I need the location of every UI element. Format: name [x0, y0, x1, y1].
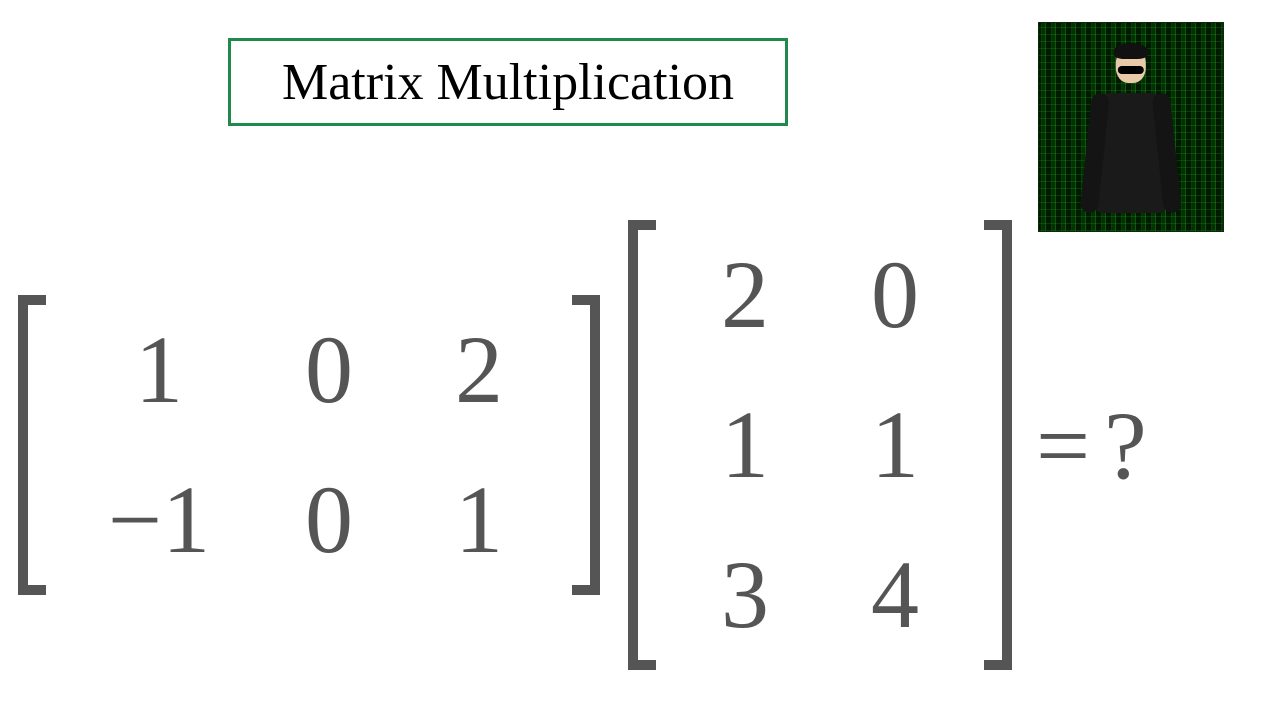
question-mark: ? [1104, 390, 1147, 501]
matrix-b-grid: 2 0 1 1 3 4 [628, 220, 1012, 670]
matrix-equation: 1 0 2 −1 0 1 2 0 1 1 3 4 = ? [18, 220, 1147, 670]
matrix-a-cell-1-2: 1 [455, 472, 503, 568]
matrix-b-right-bracket [984, 220, 1012, 670]
matrix-a-right-bracket [572, 295, 600, 595]
neo-sunglasses [1118, 66, 1144, 74]
neo-coat [1096, 93, 1166, 213]
matrix-a-left-bracket [18, 295, 46, 595]
matrix-a: 1 0 2 −1 0 1 [18, 295, 600, 595]
matrix-a-grid: 1 0 2 −1 0 1 [18, 295, 600, 595]
matrix-b-cell-0-0: 2 [721, 247, 769, 343]
matrix-a-cell-0-1: 0 [305, 322, 353, 418]
matrix-b-left-bracket [628, 220, 656, 670]
matrix-a-cell-1-1: 0 [305, 472, 353, 568]
matrix-b-cell-1-1: 1 [871, 397, 919, 493]
matrix-a-cell-0-2: 2 [455, 322, 503, 418]
neo-hair [1114, 43, 1148, 59]
matrix-b: 2 0 1 1 3 4 [628, 220, 1012, 670]
matrix-b-cell-2-1: 4 [871, 547, 919, 643]
matrix-b-cell-1-0: 1 [721, 397, 769, 493]
matrix-a-cell-0-0: 1 [135, 322, 183, 418]
matrix-b-cell-0-1: 0 [871, 247, 919, 343]
page-title: Matrix Multiplication [282, 53, 734, 112]
equals-sign: = [1012, 390, 1104, 501]
matrix-b-cell-2-0: 3 [721, 547, 769, 643]
matrix-movie-thumbnail [1038, 22, 1224, 232]
neo-figure [1076, 35, 1186, 226]
matrix-a-cell-1-0: −1 [108, 472, 210, 568]
title-box: Matrix Multiplication [228, 38, 788, 126]
